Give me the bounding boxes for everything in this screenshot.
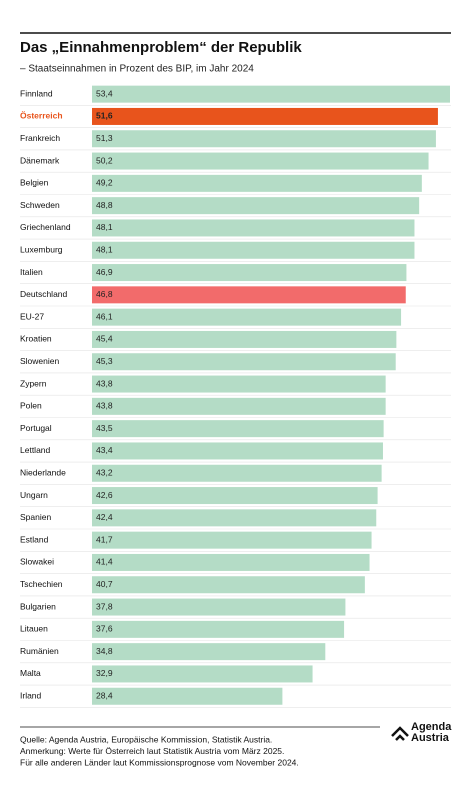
- category-label: EU-27: [20, 311, 44, 321]
- value-label: 40,7: [96, 579, 113, 589]
- category-label: Malta: [20, 668, 41, 678]
- bar: [92, 85, 450, 103]
- value-label: 41,7: [96, 534, 113, 544]
- footnote: Quelle: Agenda Austria, Europäische Komm…: [20, 734, 272, 744]
- value-label: 46,8: [96, 289, 113, 299]
- bar: [92, 174, 422, 192]
- bar: [92, 375, 386, 393]
- category-label: Luxemburg: [20, 245, 63, 255]
- bar: [92, 130, 436, 148]
- category-label: Dänemark: [20, 155, 60, 165]
- bar: [92, 197, 420, 215]
- category-label: Litauen: [20, 624, 48, 634]
- value-label: 48,1: [96, 222, 113, 232]
- value-label: 48,8: [96, 200, 113, 210]
- value-label: 51,3: [96, 133, 113, 143]
- value-label: 51,6: [96, 111, 113, 121]
- value-label: 48,1: [96, 245, 113, 255]
- bar: [92, 576, 365, 594]
- value-label: 32,9: [96, 668, 113, 678]
- category-label: Belgien: [20, 178, 49, 188]
- category-label: Portugal: [20, 423, 52, 433]
- category-label: Frankreich: [20, 133, 60, 143]
- value-label: 42,4: [96, 512, 113, 522]
- bar: [92, 308, 402, 326]
- category-label: Slowenien: [20, 356, 59, 366]
- category-label: Slowakei: [20, 557, 54, 567]
- category-label: Rumänien: [20, 646, 59, 656]
- value-label: 28,4: [96, 691, 113, 701]
- bar: [92, 152, 429, 170]
- category-label: Schweden: [20, 200, 60, 210]
- logo: Agenda Austria: [391, 721, 452, 744]
- bar: [92, 107, 438, 125]
- bar: [92, 665, 313, 683]
- bar: [92, 531, 372, 549]
- category-label: Italien: [20, 267, 43, 277]
- bar: [92, 241, 415, 259]
- category-label: Niederlande: [20, 468, 66, 478]
- value-label: 50,2: [96, 155, 113, 165]
- value-label: 53,4: [96, 88, 113, 98]
- category-label: Tschechien: [20, 579, 63, 589]
- value-label: 43,5: [96, 423, 113, 433]
- bar: [92, 553, 370, 571]
- chart-subtitle: – Staatseinnahmen in Prozent des BIP, im…: [20, 64, 254, 75]
- value-label: 46,9: [96, 267, 113, 277]
- category-label: Griechenland: [20, 222, 71, 232]
- logo-text: Agenda: [411, 721, 452, 733]
- category-label: Finnland: [20, 88, 53, 98]
- bar: [92, 598, 346, 616]
- value-label: 42,6: [96, 490, 113, 500]
- category-label: Österreich: [20, 111, 63, 121]
- category-label: Lettland: [20, 445, 51, 455]
- value-label: 41,4: [96, 557, 113, 567]
- category-label: Zypern: [20, 378, 47, 388]
- category-label: Deutschland: [20, 289, 68, 299]
- bar: [92, 620, 345, 638]
- value-label: 46,1: [96, 311, 113, 321]
- category-label: Estland: [20, 534, 49, 544]
- logo-text: Austria: [411, 732, 450, 744]
- footnote: Für alle anderen Länder laut Kommissions…: [20, 757, 299, 767]
- value-label: 45,3: [96, 356, 113, 366]
- bar: [92, 353, 396, 371]
- bar: [92, 643, 326, 661]
- value-label: 49,2: [96, 178, 113, 188]
- bar: [92, 420, 384, 438]
- category-label: Spanien: [20, 512, 51, 522]
- value-label: 43,8: [96, 378, 113, 388]
- value-label: 43,8: [96, 401, 113, 411]
- category-label: Kroatien: [20, 334, 52, 344]
- category-label: Irland: [20, 691, 42, 701]
- category-label: Polen: [20, 401, 42, 411]
- bar: [92, 442, 383, 460]
- value-label: 34,8: [96, 646, 113, 656]
- value-label: 43,4: [96, 445, 113, 455]
- bar: [92, 687, 283, 705]
- value-label: 45,4: [96, 334, 113, 344]
- bar: [92, 330, 397, 348]
- category-label: Bulgarien: [20, 601, 56, 611]
- value-label: 43,2: [96, 468, 113, 478]
- logo-icon: [391, 726, 409, 741]
- bar: [92, 219, 415, 237]
- value-label: 37,8: [96, 601, 113, 611]
- bar: [92, 397, 386, 415]
- value-label: 37,6: [96, 624, 113, 634]
- footnote: Anmerkung: Werte für Österreich laut Sta…: [20, 746, 284, 756]
- category-label: Ungarn: [20, 490, 48, 500]
- chart-title: Das „Einnahmenproblem“ der Republik: [20, 39, 302, 56]
- bar: [92, 487, 378, 505]
- bar: [92, 509, 377, 527]
- bar: [92, 286, 406, 304]
- bar: [92, 264, 407, 282]
- bar: [92, 464, 382, 482]
